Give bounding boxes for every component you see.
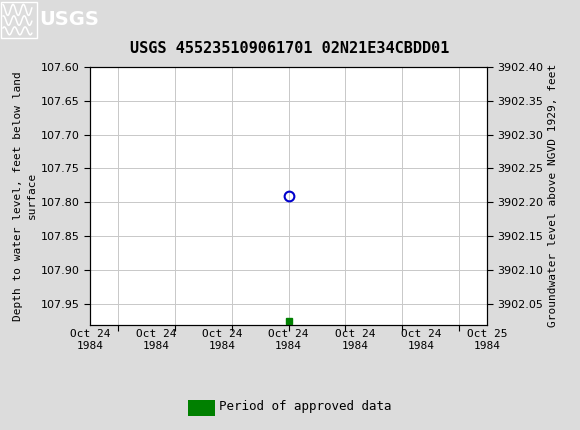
Text: Oct 24
1984: Oct 24 1984 — [335, 329, 375, 350]
FancyBboxPatch shape — [188, 399, 215, 416]
Y-axis label: Groundwater level above NGVD 1929, feet: Groundwater level above NGVD 1929, feet — [548, 64, 558, 327]
Bar — [1, 2, 37, 37]
Text: USGS: USGS — [39, 10, 99, 29]
Text: Oct 24
1984: Oct 24 1984 — [202, 329, 242, 350]
Text: Oct 24
1984: Oct 24 1984 — [70, 329, 110, 350]
Text: Period of approved data: Period of approved data — [219, 400, 392, 413]
Text: Oct 24
1984: Oct 24 1984 — [269, 329, 309, 350]
Text: Oct 24
1984: Oct 24 1984 — [136, 329, 176, 350]
Text: Oct 25
1984: Oct 25 1984 — [467, 329, 508, 350]
Text: Oct 24
1984: Oct 24 1984 — [401, 329, 441, 350]
Text: USGS 455235109061701 02N21E34CBDD01: USGS 455235109061701 02N21E34CBDD01 — [130, 41, 450, 56]
Y-axis label: Depth to water level, feet below land
surface: Depth to water level, feet below land su… — [13, 71, 37, 320]
